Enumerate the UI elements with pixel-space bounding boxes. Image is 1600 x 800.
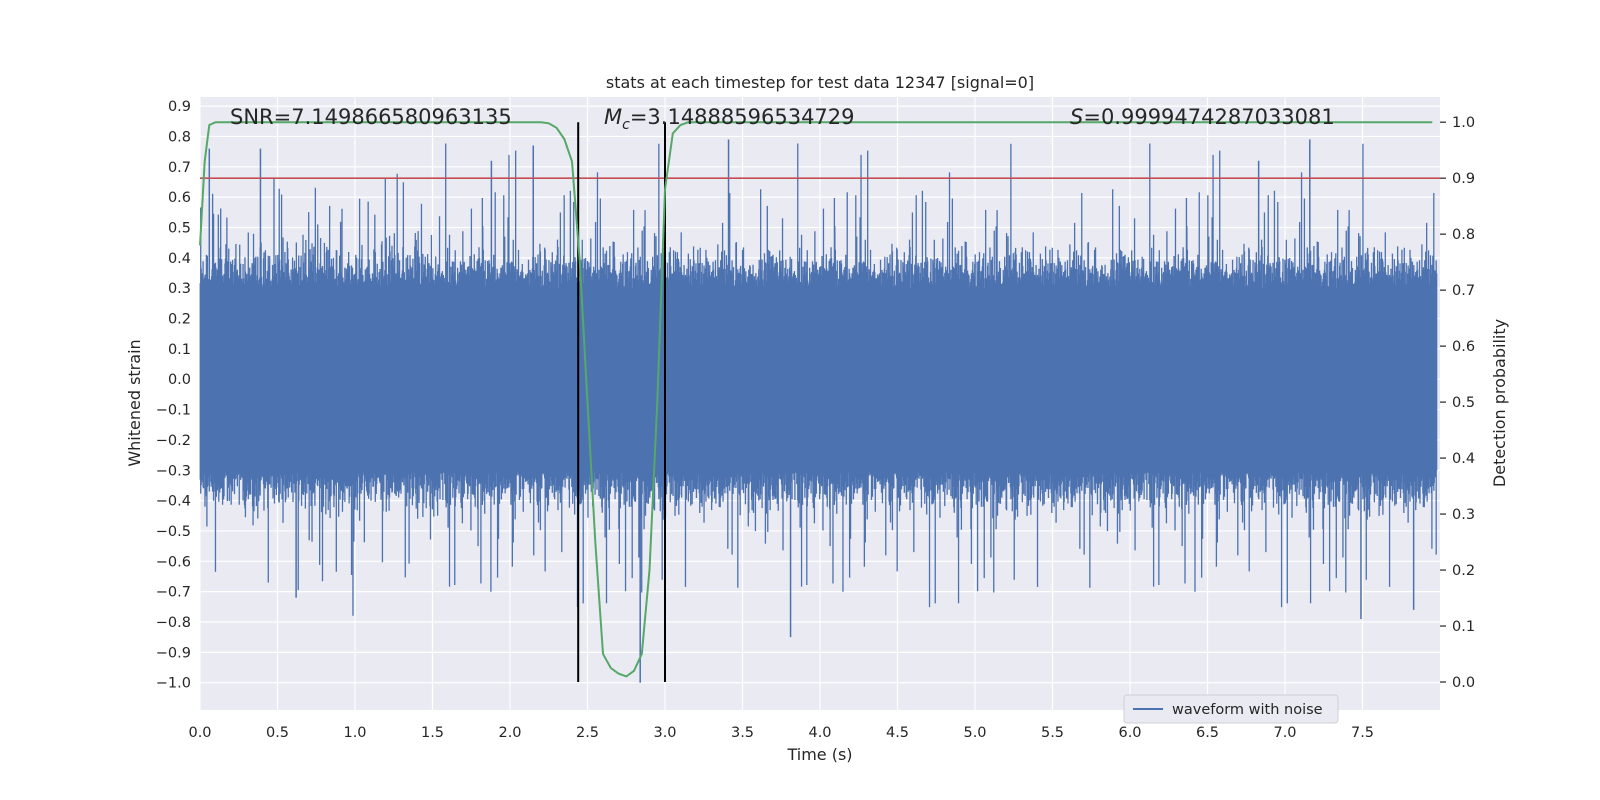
x-tick-label: 7.5 <box>1351 725 1374 741</box>
y-right-tick-label: 0.9 <box>1452 171 1475 187</box>
y-left-tick-label: 0.9 <box>168 99 191 115</box>
y-left-tick-label: −1.0 <box>156 676 191 692</box>
y-left-tick-label: 0.4 <box>168 251 191 267</box>
s-symbol: S <box>1070 105 1083 129</box>
x-tick-label: 3.5 <box>731 725 754 741</box>
y-right-tick-label: 0.0 <box>1452 675 1475 691</box>
x-tick-label: 1.0 <box>343 725 366 741</box>
y-right-tick-label: 0.4 <box>1452 451 1475 467</box>
x-tick-label: 4.5 <box>886 725 909 741</box>
y-left-tick-label: −0.6 <box>156 554 191 570</box>
x-tick-label: 0.0 <box>188 725 211 741</box>
x-tick-label: 6.0 <box>1118 725 1141 741</box>
chart-title: stats at each timestep for test data 123… <box>606 73 1034 92</box>
y-left-tick-label: 0.2 <box>168 312 191 328</box>
y-left-tick-label: 0.3 <box>168 281 191 297</box>
chirp-mass-symbol: M <box>604 105 622 129</box>
chirp-mass-value: =3.14888596534729 <box>630 105 855 129</box>
x-tick-label: 7.0 <box>1273 725 1296 741</box>
y-left-tick-label: −0.5 <box>156 524 191 540</box>
y-left-tick-label: −0.3 <box>156 463 191 479</box>
x-tick-label: 3.0 <box>653 725 676 741</box>
y-right-tick-label: 0.3 <box>1452 507 1475 523</box>
legend-box <box>1123 694 1339 724</box>
y-left-tick-label: 0.0 <box>168 372 191 388</box>
y-right-tick-label: 0.6 <box>1452 339 1475 355</box>
s-value: =0.9999474287033081 <box>1083 105 1334 129</box>
legend: waveform with noise <box>1123 694 1339 724</box>
waveform-trace <box>199 143 1438 616</box>
y-right-tick-label: 1.0 <box>1452 115 1475 131</box>
y-left-tick-label: 0.5 <box>168 220 191 236</box>
y-right-tick-label: 0.7 <box>1452 283 1475 299</box>
y-axis-right-ticks: 1.0 0.9 0.8 0.7 0.6 0.5 0.4 0.3 0.2 0.1 0.0 <box>1440 115 1475 691</box>
x-tick-label: 2.0 <box>498 725 521 741</box>
x-tick-label: 5.5 <box>1041 725 1064 741</box>
y-axis-left-label: Whitened strain <box>125 339 144 466</box>
y-left-tick-label: −0.4 <box>156 494 191 510</box>
chirp-mass-subscript: c <box>622 117 630 133</box>
y-left-tick-label: 0.8 <box>168 129 191 145</box>
x-tick-label: 1.5 <box>421 725 444 741</box>
y-right-tick-label: 0.8 <box>1452 227 1475 243</box>
y-axis-right-label: Detection probability <box>1490 319 1509 487</box>
y-left-tick-label: −0.1 <box>156 403 191 419</box>
y-right-tick-label: 0.2 <box>1452 563 1475 579</box>
y-right-tick-label: 0.1 <box>1452 619 1475 635</box>
y-left-tick-label: −0.8 <box>156 615 191 631</box>
x-tick-label: 5.0 <box>963 725 986 741</box>
y-left-tick-label: −0.2 <box>156 433 191 449</box>
y-left-tick-label: −0.9 <box>156 645 191 661</box>
x-axis-ticks: 0.0 0.5 1.0 1.5 2.0 2.5 3.0 3.5 4.0 4.5 5.0 5.5 6.0 6… <box>188 725 1374 741</box>
y-left-tick-label: 0.6 <box>168 190 191 206</box>
x-axis-label: Time (s) <box>786 745 852 764</box>
y-left-tick-label: −0.7 <box>156 585 191 601</box>
x-tick-label: 0.5 <box>266 725 289 741</box>
y-left-tick-label: 0.1 <box>168 342 191 358</box>
s-annotation: S=0.9999474287033081 <box>1070 105 1335 129</box>
x-tick-label: 4.0 <box>808 725 831 741</box>
detection-probability-line <box>199 121 1433 678</box>
snr-annotation: SNR=7.149866580963135 <box>230 105 512 129</box>
y-axis-left-ticks: 0.9 0.8 0.7 0.6 0.5 0.4 0.3 0.2 0.1 0.0 −0.1 −0.2 −0… <box>156 99 191 692</box>
x-tick-label: 2.5 <box>576 725 599 741</box>
legend-label-waveform: waveform with noise <box>1172 702 1323 718</box>
x-tick-label: 6.5 <box>1196 725 1219 741</box>
y-left-tick-label: 0.7 <box>168 160 191 176</box>
y-right-tick-label: 0.5 <box>1452 395 1475 411</box>
waveform-series <box>199 139 1438 683</box>
chirp-mass-annotation: Mc=3.14888596534729 <box>604 105 855 133</box>
